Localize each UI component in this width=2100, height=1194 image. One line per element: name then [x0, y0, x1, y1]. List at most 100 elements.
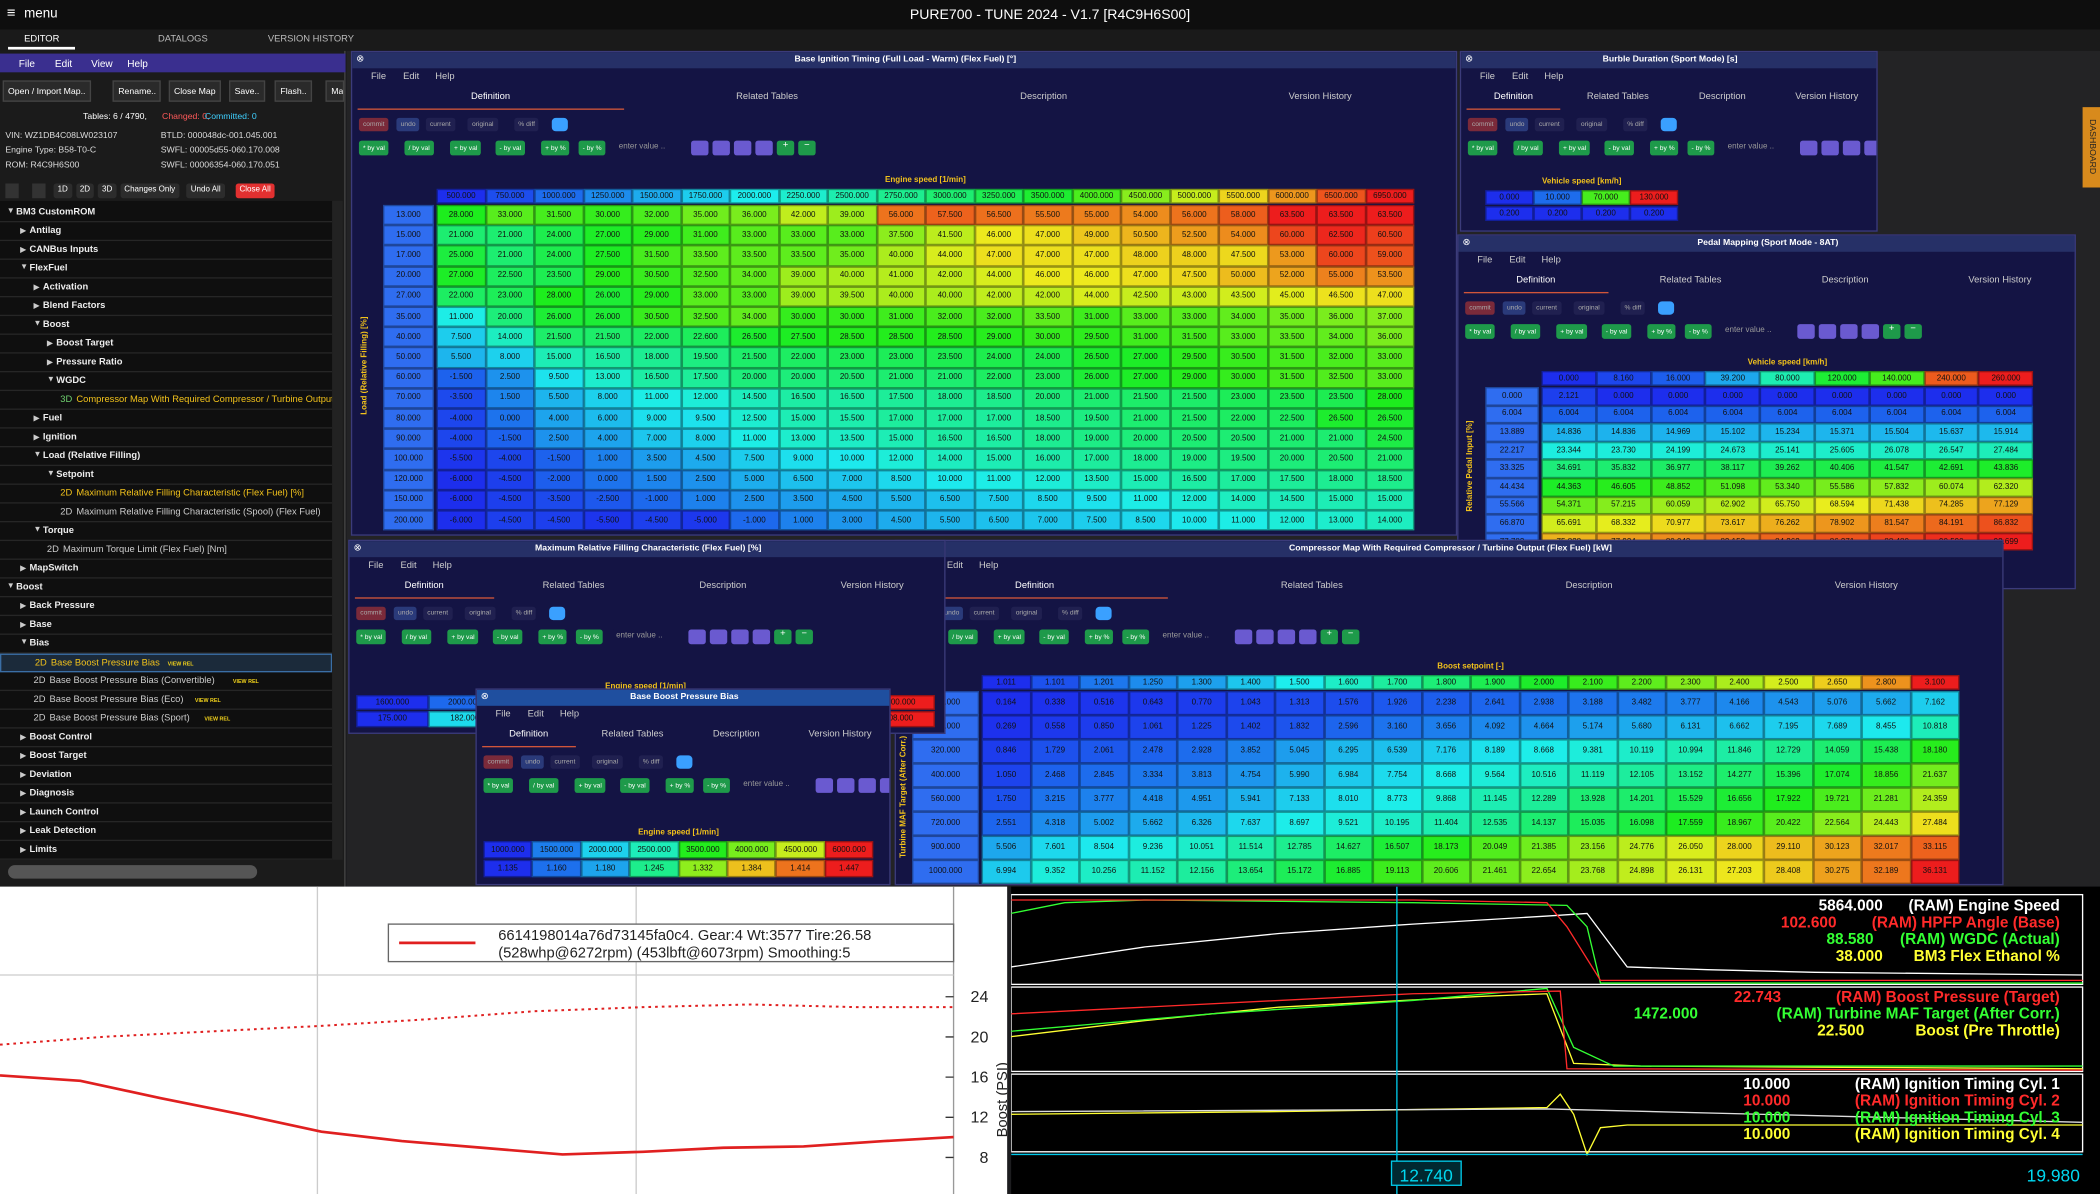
table-cell[interactable]: 6.662 [1714, 715, 1764, 740]
op-button[interactable]: + by % [665, 778, 695, 793]
tree-row[interactable]: ▼ Boost [0, 579, 333, 598]
table-cell[interactable]: 10.000 [925, 469, 975, 490]
table-cell[interactable]: 25.000 [436, 245, 486, 266]
table-cell[interactable]: 17.922 [1763, 787, 1813, 812]
edit-button[interactable]: original [1574, 301, 1604, 315]
table-cell[interactable]: -4.500 [485, 510, 535, 531]
table-cell[interactable]: 0.643 [1128, 691, 1178, 716]
table-cell[interactable]: 26.000 [534, 306, 584, 328]
window-menu[interactable]: File [370, 72, 387, 82]
table-cell[interactable]: 7.754 [1372, 763, 1422, 788]
window-tab[interactable]: Version History [1834, 581, 1898, 591]
table-cell[interactable]: 0.200 [1629, 206, 1679, 221]
table-cell[interactable]: 11.000 [729, 428, 779, 450]
table-cell[interactable]: 44.000 [925, 245, 975, 266]
table-cell[interactable]: -4.500 [485, 489, 535, 511]
table-cell[interactable]: 20.049 [1470, 835, 1520, 860]
table-cell[interactable]: 48.000 [1120, 245, 1170, 266]
window-menu[interactable]: File [495, 709, 511, 720]
tree-row[interactable]: ▶ Pressure Ratio [0, 354, 333, 373]
table-cell[interactable]: 29.000 [632, 225, 682, 246]
table-cell[interactable]: 10.051 [1177, 835, 1227, 860]
table-cell[interactable]: 18.000 [1023, 428, 1073, 450]
table-cell[interactable]: 14.000 [1218, 489, 1268, 511]
table-cell[interactable]: 26.500 [729, 327, 779, 348]
table-cell[interactable]: 44.000 [1072, 286, 1121, 307]
table-cell[interactable]: 2.641 [1470, 691, 1520, 716]
table-cell[interactable]: 1.750 [981, 787, 1031, 812]
table-cell[interactable]: 41.000 [876, 265, 926, 287]
table-cell[interactable]: 16.656 [1714, 787, 1764, 812]
table-cell[interactable]: 28.000 [1714, 835, 1764, 860]
menu-item[interactable]: Help [127, 57, 148, 70]
tree-row[interactable]: ▶ Deviation [0, 766, 333, 785]
nav-button[interactable] [1818, 324, 1837, 339]
edit-button[interactable]: % diff [511, 606, 537, 621]
table-cell[interactable]: 21.500 [1169, 388, 1219, 409]
close-icon[interactable]: ⊗ [1465, 54, 1474, 65]
table-cell[interactable]: 24.776 [1617, 835, 1667, 860]
table-cell[interactable]: 14.627 [1323, 835, 1373, 860]
table-cell[interactable]: 15.000 [778, 408, 828, 429]
table-cell[interactable]: 28.500 [827, 327, 877, 348]
table-cell[interactable]: 12.289 [1519, 787, 1569, 812]
table-cell[interactable]: 12.500 [729, 408, 779, 429]
table-cell[interactable]: 9.521 [1323, 811, 1373, 836]
table-cell[interactable]: 32.189 [1861, 859, 1911, 884]
table-cell[interactable]: 47.500 [1218, 245, 1268, 266]
op-button[interactable]: - by % [575, 629, 603, 645]
table-cell[interactable]: 21.000 [1120, 408, 1170, 429]
table-cell[interactable]: 29.000 [583, 265, 633, 287]
table-cell[interactable]: 8.773 [1372, 787, 1422, 812]
table-cell[interactable]: 22.564 [1812, 811, 1862, 836]
table-cell[interactable]: 6.539 [1372, 739, 1422, 764]
table-cell[interactable]: 26.050 [1666, 835, 1715, 860]
table-cell[interactable]: -4.500 [485, 469, 535, 490]
table-cell[interactable]: 23.156 [1568, 835, 1618, 860]
op-button[interactable]: + by % [1647, 324, 1677, 339]
table-cell[interactable]: 22.000 [974, 367, 1024, 389]
table-cell[interactable]: 0.338 [1030, 691, 1080, 716]
table-cell[interactable]: 22.000 [436, 286, 486, 307]
table-cell[interactable]: 1.500 [632, 469, 682, 490]
table-cell[interactable]: 22.654 [1519, 859, 1569, 884]
table-cell[interactable]: 21.385 [1519, 835, 1569, 860]
table-cell[interactable]: 6.500 [778, 469, 828, 490]
table-cell[interactable]: 15.102 [1705, 423, 1761, 442]
table-cell[interactable]: 7.601 [1030, 835, 1080, 860]
table-cell[interactable]: 76.262 [1760, 514, 1815, 533]
table-cell[interactable]: 8.000 [681, 428, 730, 450]
table-cell[interactable]: 20.000 [729, 367, 779, 389]
table-cell[interactable]: 50.500 [1120, 225, 1170, 246]
op-button[interactable]: * by val [358, 140, 389, 156]
table-cell[interactable]: 15.000 [534, 347, 584, 368]
window-menu[interactable]: Help [1541, 255, 1561, 266]
window-menu[interactable]: File [1479, 72, 1496, 82]
table-cell[interactable]: 1.000 [778, 510, 828, 531]
table-cell[interactable]: 33.500 [778, 245, 828, 266]
table-cell[interactable]: 2.478 [1128, 739, 1178, 764]
table-cell[interactable]: 73.617 [1705, 514, 1761, 533]
table-cell[interactable]: 6.004 [1541, 405, 1597, 424]
table-cell[interactable]: -3.500 [436, 388, 486, 409]
table-cell[interactable]: 26.500 [1316, 408, 1366, 429]
edit-button[interactable]: % diff [1620, 301, 1646, 315]
table-cell[interactable]: 12.105 [1617, 763, 1667, 788]
table-cell[interactable]: 20.500 [1316, 449, 1366, 470]
table-cell[interactable]: 29.110 [1763, 835, 1813, 860]
table-cell[interactable]: 1.926 [1372, 691, 1422, 716]
table-cell[interactable]: 46.000 [974, 225, 1024, 246]
table-cell[interactable]: -4.500 [534, 510, 584, 531]
table-cell[interactable]: 23.000 [1023, 367, 1073, 389]
table-cell[interactable]: 11.145 [1470, 787, 1520, 812]
table-cell[interactable]: 1.402 [1226, 715, 1276, 740]
table-cell[interactable]: 1.313 [1275, 691, 1324, 716]
table-cell[interactable]: 9.352 [1030, 859, 1080, 884]
table-cell[interactable]: 24.000 [534, 225, 584, 246]
table-cell[interactable]: 32.500 [681, 265, 730, 287]
table-cell[interactable]: 9.500 [681, 408, 730, 429]
edit-button[interactable]: current [1532, 301, 1562, 315]
table-cell[interactable]: 2.928 [1177, 739, 1227, 764]
table-cell[interactable]: 21.000 [1365, 449, 1415, 470]
table-cell[interactable]: 8.455 [1861, 715, 1911, 740]
